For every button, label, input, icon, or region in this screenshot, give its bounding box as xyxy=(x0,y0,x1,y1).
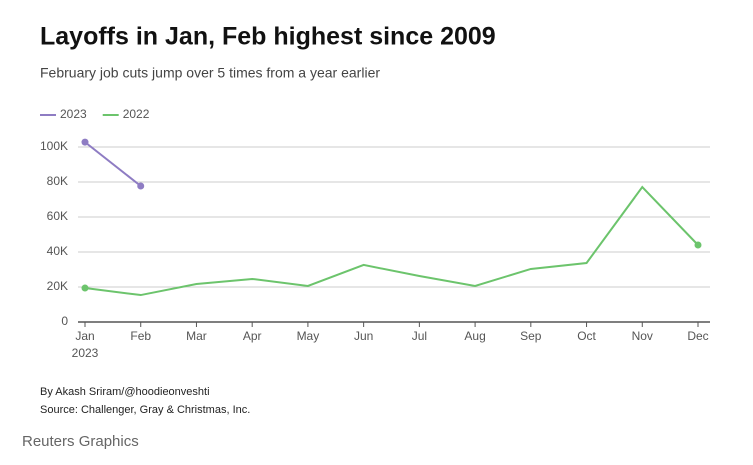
chart-subtitle: February job cuts jump over 5 times from… xyxy=(40,65,380,81)
x-tick-label: Dec xyxy=(687,329,708,343)
chart-title: Layoffs in Jan, Feb highest since 2009 xyxy=(40,23,496,51)
y-tick-label: 0 xyxy=(61,314,68,328)
x-sublabel: 2023 xyxy=(72,346,99,360)
legend-label: 2023 xyxy=(60,107,87,121)
end-dot xyxy=(137,182,145,190)
x-tick-label: Jul xyxy=(412,329,427,343)
x-tick-label: Jan xyxy=(75,329,94,343)
line xyxy=(84,141,142,187)
x-tick-label: Jun xyxy=(354,329,373,343)
brand: Reuters Graphics xyxy=(22,433,139,450)
x-tick-label: Feb xyxy=(130,329,151,343)
byline: By Akash Sriram/@hoodieonveshti xyxy=(40,386,210,398)
x-tick-label: Sep xyxy=(520,329,542,343)
y-tick-label: 100K xyxy=(40,139,68,153)
x-tick-label: Nov xyxy=(632,329,653,343)
source: Source: Challenger, Gray & Christmas, In… xyxy=(40,404,250,416)
y-tick-label: 40K xyxy=(47,244,68,258)
end-dot xyxy=(81,284,89,292)
x-tick-label: Aug xyxy=(464,329,485,343)
end-dot xyxy=(694,241,702,249)
x-tick-label: Oct xyxy=(577,329,596,343)
legend-label: 2022 xyxy=(123,107,150,121)
y-tick-label: 60K xyxy=(47,209,68,223)
y-tick-label: 80K xyxy=(47,174,68,188)
x-tick-label: May xyxy=(297,329,320,343)
x-tick-label: Mar xyxy=(186,329,207,343)
end-dot xyxy=(81,138,89,146)
y-tick-label: 20K xyxy=(47,279,68,293)
x-tick-label: Apr xyxy=(243,329,262,343)
line xyxy=(84,185,699,297)
